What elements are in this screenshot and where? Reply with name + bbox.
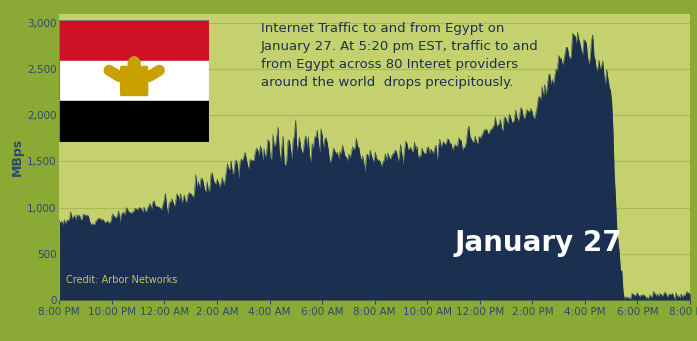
- Bar: [59, 61, 209, 101]
- Text: Credit: Arbor Networks: Credit: Arbor Networks: [66, 275, 177, 285]
- FancyArrowPatch shape: [109, 70, 119, 76]
- Bar: [59, 20, 209, 61]
- Text: January 27: January 27: [455, 229, 622, 257]
- FancyBboxPatch shape: [121, 66, 148, 95]
- FancyArrowPatch shape: [149, 70, 160, 76]
- Circle shape: [128, 57, 140, 71]
- Bar: [59, 101, 209, 142]
- Text: Internet Traffic to and from Egypt on
January 27. At 5:20 pm EST, traffic to and: Internet Traffic to and from Egypt on Ja…: [261, 22, 539, 89]
- Y-axis label: MBps: MBps: [11, 138, 24, 176]
